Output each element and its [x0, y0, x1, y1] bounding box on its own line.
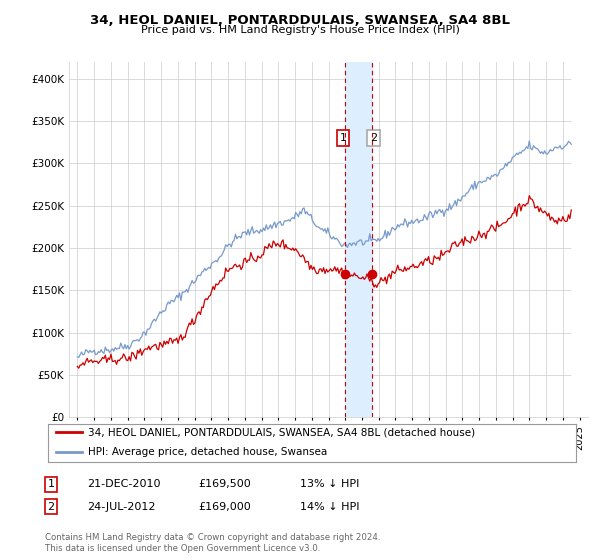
Text: 34, HEOL DANIEL, PONTARDDULAIS, SWANSEA, SA4 8BL: 34, HEOL DANIEL, PONTARDDULAIS, SWANSEA,… — [90, 14, 510, 27]
Text: 24-JUL-2012: 24-JUL-2012 — [87, 502, 155, 512]
Text: 1: 1 — [47, 479, 55, 489]
Text: 2: 2 — [47, 502, 55, 512]
Text: 21-DEC-2010: 21-DEC-2010 — [87, 479, 161, 489]
Text: Price paid vs. HM Land Registry's House Price Index (HPI): Price paid vs. HM Land Registry's House … — [140, 25, 460, 35]
Text: 13% ↓ HPI: 13% ↓ HPI — [300, 479, 359, 489]
Text: HPI: Average price, detached house, Swansea: HPI: Average price, detached house, Swan… — [88, 447, 327, 458]
Text: £169,500: £169,500 — [198, 479, 251, 489]
Bar — [571, 62, 588, 417]
Text: 34, HEOL DANIEL, PONTARDDULAIS, SWANSEA, SA4 8BL (detached house): 34, HEOL DANIEL, PONTARDDULAIS, SWANSEA,… — [88, 427, 475, 437]
Text: 14% ↓ HPI: 14% ↓ HPI — [300, 502, 359, 512]
Text: 1: 1 — [340, 133, 347, 143]
Text: £169,000: £169,000 — [198, 502, 251, 512]
Bar — [345, 62, 371, 417]
Text: Contains HM Land Registry data © Crown copyright and database right 2024.
This d: Contains HM Land Registry data © Crown c… — [45, 533, 380, 553]
Text: 2: 2 — [370, 133, 377, 143]
